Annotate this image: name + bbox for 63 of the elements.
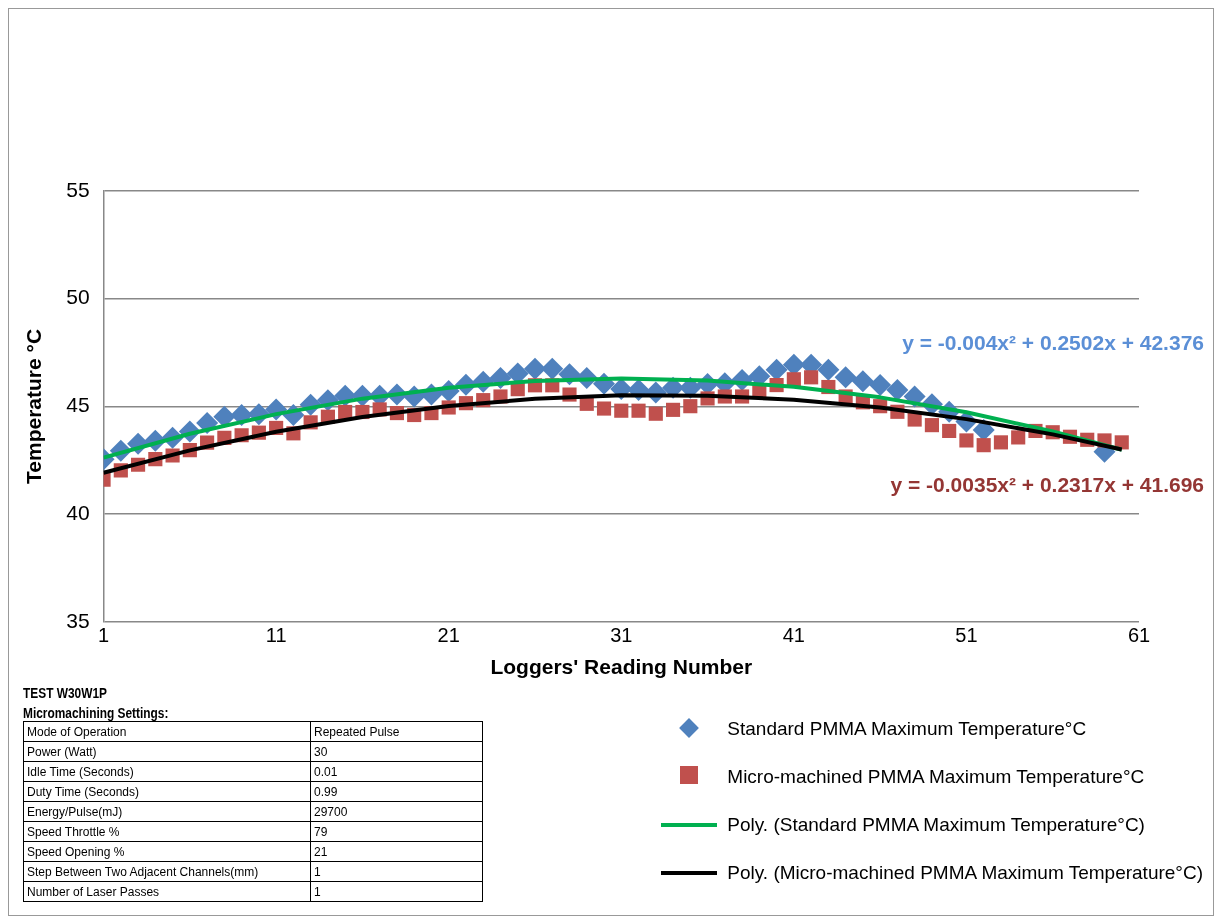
text: Speed Throttle % <box>23 821 311 842</box>
text: Duty Time (Seconds) <box>23 781 311 802</box>
x-tick-label: 1 <box>98 624 110 647</box>
annotation: y = -0.0035x² + 0.2317x + 41.696 <box>890 472 1204 496</box>
point <box>596 401 612 416</box>
point <box>683 399 698 414</box>
text: 0.01 <box>310 761 483 782</box>
point <box>993 435 1009 450</box>
legend-label: Poly. (Micro-machined PMMA Maximum Temperature°C) <box>727 862 1203 884</box>
x-axis-title: Loggers' Reading Number <box>490 655 753 679</box>
text: 1 <box>310 881 483 902</box>
text: Mode of Operation <box>23 721 311 742</box>
text: 79 <box>310 821 483 842</box>
annotation: y = -0.004x² + 0.2502x + 42.376 <box>902 330 1204 354</box>
point <box>817 358 840 381</box>
text: Idle Time (Seconds) <box>23 761 311 782</box>
text: 0.99 <box>310 781 483 802</box>
point <box>631 403 646 418</box>
y-tick-label: 40 <box>66 500 90 524</box>
text: Micromachining Settings: <box>23 705 170 721</box>
text: 21 <box>310 841 483 862</box>
y-tick-label: 35 <box>66 608 90 632</box>
point <box>942 423 957 439</box>
point <box>959 433 974 448</box>
legend-label: Micro-machined PMMA Maximum Temperature°C <box>727 766 1145 788</box>
point <box>614 403 629 418</box>
point <box>869 374 892 397</box>
text: Speed Opening % <box>23 841 311 862</box>
point <box>665 402 681 417</box>
text: 29700 <box>310 801 483 822</box>
text: TEST W30W1P <box>23 685 108 701</box>
point <box>886 379 909 402</box>
point <box>804 370 819 385</box>
x-tick-label: 61 <box>1127 624 1151 647</box>
y-tick-label: 55 <box>66 177 90 201</box>
point <box>834 366 857 389</box>
text: Step Between Two Adjacent Channels(mm) <box>23 861 311 882</box>
legend-label: Poly. (Standard PMMA Maximum Temperature°C) <box>727 814 1145 836</box>
x-tick-label: 51 <box>955 624 978 647</box>
text: Energy/Pulse(mJ) <box>23 801 311 822</box>
text: 30 <box>310 741 483 762</box>
x-tick-label: 11 <box>265 624 287 647</box>
point <box>1011 430 1026 445</box>
text: Power (Watt) <box>23 741 311 762</box>
x-tick-label: 41 <box>782 624 805 647</box>
point <box>648 406 663 421</box>
x-tick-label: 21 <box>437 624 460 647</box>
text: 1 <box>310 861 483 882</box>
y-tick-label: 50 <box>66 285 90 309</box>
point <box>924 418 939 433</box>
point <box>338 404 353 420</box>
text: Repeated Pulse <box>310 721 483 742</box>
point <box>523 357 546 380</box>
y-axis-title: Temperature °C <box>22 328 46 484</box>
point <box>541 357 564 380</box>
point <box>976 438 991 453</box>
point <box>851 370 874 393</box>
point <box>765 358 788 381</box>
x-tick-label: 31 <box>610 624 633 647</box>
y-tick-label: 45 <box>66 393 90 417</box>
text: Number of Laser Passes <box>23 881 311 902</box>
point <box>786 372 801 387</box>
legend-label: Standard PMMA Maximum Temperature°C <box>727 718 1087 740</box>
